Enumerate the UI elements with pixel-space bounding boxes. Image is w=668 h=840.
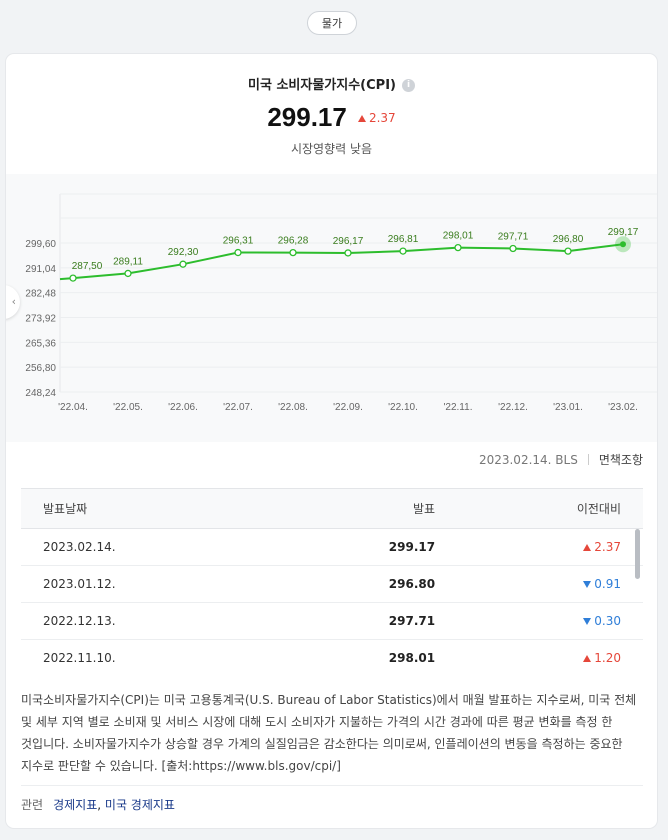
data-point (620, 241, 626, 248)
x-tick-label: '22.05. (113, 402, 143, 413)
x-tick-label: '23.01. (553, 402, 583, 413)
x-tick-label: '22.04. (58, 402, 88, 413)
series-line (59, 243, 624, 281)
data-label: 297,71 (498, 231, 529, 242)
table-scrollbar[interactable] (635, 529, 640, 579)
disclaimer-link[interactable]: 면책조항 (598, 453, 643, 467)
row-change-value: 0.30 (594, 614, 621, 628)
x-tick-label: '22.07. (223, 402, 253, 413)
x-tick-label: '23.02. (608, 402, 638, 413)
current-change-value: 2.37 (368, 110, 396, 125)
up-arrow-icon (583, 655, 592, 662)
row-value: 298.01 (266, 639, 458, 666)
value-row: 299.17 2.37 (6, 102, 657, 133)
related-separator: , (97, 798, 105, 812)
data-label: 296,28 (278, 236, 309, 247)
current-value: 299.17 (267, 102, 347, 132)
header-value: 발표 (266, 488, 458, 529)
data-label: 299,17 (608, 227, 639, 238)
row-date: 2023.01.12. (21, 565, 267, 603)
y-tick-label: 291,04 (25, 264, 56, 275)
source-date: 2023.02.14. BLS (478, 453, 578, 467)
indicator-description: 미국소비자물가지수(CPI)는 미국 고용통계국(U.S. Bureau of … (21, 693, 637, 773)
x-tick-label: '22.09. (333, 402, 363, 413)
row-change-value: 0.91 (594, 577, 621, 591)
data-point (124, 269, 132, 278)
indicator-title-text: 미국 소비자물가지수(CPI) (248, 78, 396, 93)
data-point (509, 244, 517, 253)
header-date: 발표날짜 (21, 488, 267, 529)
source-row: 2023.02.14. BLS 면책조항 (479, 451, 643, 468)
x-tick-label: '22.08. (278, 402, 308, 413)
row-change: 0.30 (457, 602, 643, 640)
table-row: 2022.12.13. 297.71 0.30 (21, 602, 643, 640)
current-change: 2.37 (357, 110, 396, 125)
up-arrow-icon (583, 544, 592, 551)
table-row: 2023.02.14. 299.17 2.37 (21, 528, 643, 566)
indicator-title: 미국 소비자물가지수(CPI) i (6, 74, 657, 93)
row-change: 0.91 (457, 565, 643, 603)
y-tick-label: 256,80 (25, 363, 56, 374)
row-value: 299.17 (266, 528, 458, 566)
data-label: 298,01 (443, 231, 474, 242)
chart-prev-button[interactable]: ‹ (6, 285, 20, 319)
data-label: 296,81 (388, 234, 419, 245)
row-value: 297.71 (266, 602, 458, 640)
x-tick-label: '22.12. (498, 402, 528, 413)
down-arrow-icon (583, 618, 592, 625)
row-change: 2.37 (457, 528, 643, 566)
cpi-line-chart: 299,60 291,04 282,48 273,92 265,36 256,80 248,… (25, 193, 657, 413)
chart-area: 299,60 291,04 282,48 273,92 265,36 256,80 248,… (6, 174, 657, 442)
y-tick-label: 282,48 (25, 289, 56, 300)
data-label: 292,30 (168, 247, 199, 258)
data-point (289, 248, 297, 257)
down-arrow-icon (583, 581, 592, 588)
up-arrow-icon (357, 114, 366, 122)
y-tick-label: 299,60 (25, 239, 56, 250)
data-label: 296,80 (553, 234, 584, 245)
x-tick-label: '22.06. (168, 402, 198, 413)
row-date: 2022.12.13. (21, 602, 267, 640)
related-label: 관련 (21, 798, 44, 812)
row-change: 1.20 (457, 639, 643, 666)
data-point (399, 247, 407, 255)
release-table-wrapper: 발표날짜 발표 이전대비 2023.02.14. 299.17 2.37 202… (21, 488, 643, 666)
header-change: 이전대비 (457, 488, 643, 529)
row-change-value: 1.20 (594, 651, 621, 665)
release-table: 발표날짜 발표 이전대비 2023.02.14. 299.17 2.37 202… (21, 488, 643, 666)
y-tick-label: 265,36 (25, 338, 56, 349)
row-date: 2023.02.14. (21, 528, 267, 566)
category-pill[interactable]: 물가 (307, 11, 357, 35)
data-label: 287,50 (72, 261, 103, 272)
y-tick-label: 273,92 (25, 314, 56, 325)
related-links: 관련 경제지표, 미국 경제지표 (21, 785, 643, 813)
info-icon[interactable]: i (401, 79, 415, 92)
data-label: 296,31 (223, 236, 254, 247)
row-value: 296.80 (266, 565, 458, 603)
related-link-us-economic-indicators[interactable]: 미국 경제지표 (104, 798, 175, 812)
table-header-row: 발표날짜 발표 이전대비 (21, 488, 643, 529)
row-date: 2022.11.10. (21, 639, 267, 666)
data-point (234, 248, 242, 257)
divider (587, 454, 589, 465)
data-point (454, 243, 462, 252)
data-point (69, 274, 77, 282)
market-impact: 시장영향력 낮음 (290, 142, 373, 156)
related-link-economic-indicators[interactable]: 경제지표 (53, 798, 98, 812)
data-label: 296,17 (333, 236, 364, 247)
data-point (179, 260, 187, 268)
row-change-value: 2.37 (594, 540, 621, 554)
data-label: 289,11 (113, 256, 143, 267)
indicator-card: 미국 소비자물가지수(CPI) i 299.17 2.37 시장영향력 낮음 29… (6, 54, 657, 828)
y-tick-label: 248,24 (25, 388, 56, 399)
table-row: 2023.01.12. 296.80 0.91 (21, 565, 643, 603)
table-row: 2022.11.10. 298.01 1.20 (21, 639, 643, 666)
x-tick-label: '22.11. (444, 402, 473, 413)
x-tick-label: '22.10. (388, 402, 418, 413)
data-point (564, 247, 572, 255)
data-point (344, 249, 352, 257)
